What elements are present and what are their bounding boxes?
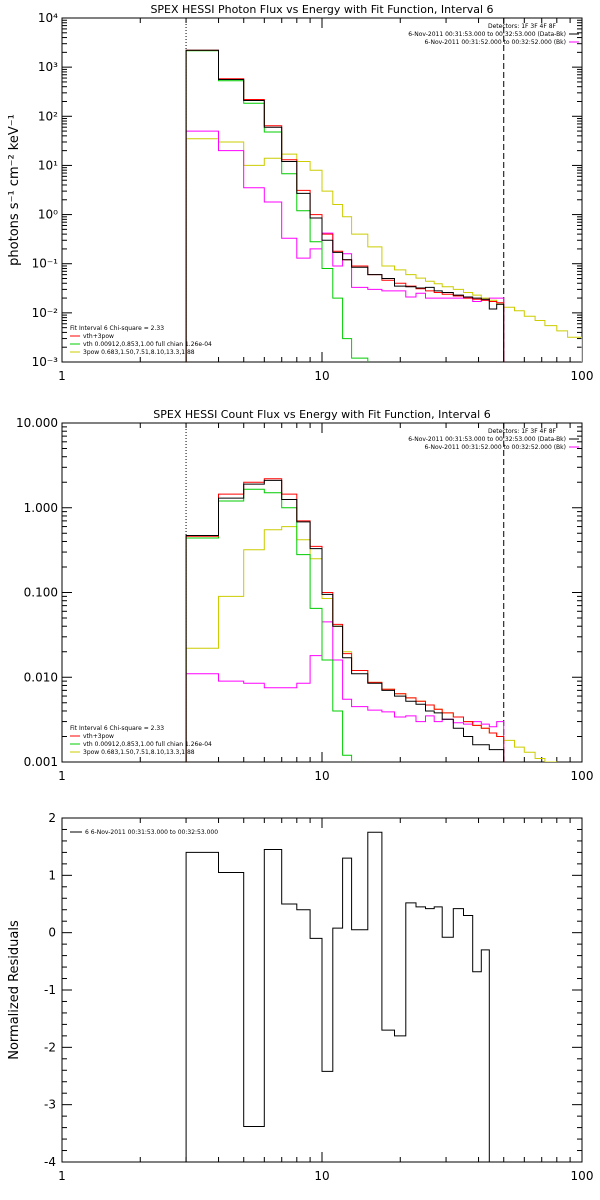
series-line-3pow bbox=[185, 138, 582, 362]
legend-entry: 6-Nov-2011 00:31:53.000 to 00:32:53.000 … bbox=[408, 31, 566, 38]
series-line-6 bbox=[185, 831, 490, 1162]
y-axis-label: photons s⁻¹ cm⁻² keV⁻¹ bbox=[7, 114, 22, 266]
series-line-vth bbox=[185, 488, 353, 762]
x-tick-label: 1 bbox=[58, 1169, 66, 1183]
x-tick-label: 10 bbox=[314, 1169, 329, 1183]
y-axis-label: Normalized Residuals bbox=[7, 920, 22, 1060]
x-tick-label: 10 bbox=[314, 369, 329, 383]
y-tick-label: 10⁴ bbox=[38, 11, 58, 25]
series-line-vth bbox=[185, 50, 369, 362]
y-tick-label: 0.001 bbox=[24, 755, 58, 769]
x-tick-label: 10 bbox=[314, 769, 329, 783]
chart-title: SPEX HESSI Photon Flux vs Energy with Fi… bbox=[150, 3, 493, 16]
y-tick-label: 10⁻¹ bbox=[32, 257, 59, 271]
legend-entry: vth 0.00912,0.853,1.00 full chian 1.26e-… bbox=[83, 741, 212, 748]
legend-chi-square: Fit Interval 6 Chi-square = 2.33 bbox=[70, 725, 164, 732]
series-line-vth-3pow bbox=[185, 49, 505, 362]
legend-entry: vth+3pow bbox=[83, 733, 114, 740]
legend-detectors: Detectors: 1F 3F 4F 8F bbox=[488, 428, 557, 435]
legend-entry: 6-Nov-2011 00:31:53.000 to 00:32:53.000 … bbox=[408, 436, 566, 443]
y-tick-label: 10.000 bbox=[16, 416, 58, 430]
y-tick-label: 10⁻² bbox=[32, 306, 59, 320]
x-tick-label: 100 bbox=[571, 1169, 594, 1183]
y-tick-label: 1 bbox=[48, 868, 56, 882]
y-tick-label: 0.100 bbox=[24, 586, 58, 600]
y-tick-label: 0.010 bbox=[24, 670, 58, 684]
y-tick-label: 10⁻³ bbox=[32, 355, 59, 369]
legend-entry: vth 0.00912,0.853,1.00 full chian 1.26e-… bbox=[83, 341, 212, 348]
chart-panel-1: SPEX HESSI Photon Flux vs Energy with Fi… bbox=[7, 3, 593, 383]
y-tick-label: 10⁰ bbox=[38, 208, 58, 222]
legend-entry: 3pow 0.683,1.50,7.51,8.10,13.3,1.88 bbox=[83, 349, 195, 356]
legend-detectors: Detectors: 1F 3F 4F 8F bbox=[488, 23, 557, 30]
chart-title: SPEX HESSI Count Flux vs Energy with Fit… bbox=[153, 408, 490, 421]
chart-panel-3: 1 10 100 -4 -3 -2 -1 0 1 2 Normalized Residuals 6 6… bbox=[7, 811, 593, 1183]
y-tick-label: -3 bbox=[44, 1098, 56, 1112]
series-line-Data-Bk bbox=[185, 49, 505, 362]
x-tick-label: 1 bbox=[58, 369, 66, 383]
y-tick-label: -4 bbox=[44, 1155, 56, 1169]
series-line-3pow bbox=[185, 526, 558, 762]
series-line-Data-Bk bbox=[185, 479, 505, 762]
legend-entry: 3pow 0.683,1.50,7.51,8.10,13.3,1.88 bbox=[83, 749, 195, 756]
y-tick-label: 10¹ bbox=[38, 158, 58, 172]
y-tick-label: 1.000 bbox=[24, 501, 58, 515]
x-tick-label: 1 bbox=[58, 769, 66, 783]
y-tick-label: 10³ bbox=[38, 60, 58, 74]
x-tick-label: 100 bbox=[571, 769, 594, 783]
legend-entry: 6-Nov-2011 00:31:52.000 to 00:32:52.000 … bbox=[424, 39, 566, 46]
legend-entry: vth+3pow bbox=[83, 333, 114, 340]
y-tick-label: -2 bbox=[44, 1040, 56, 1054]
series-line-Bk bbox=[185, 130, 505, 362]
series-line-Bk bbox=[185, 621, 505, 762]
y-tick-label: -1 bbox=[44, 983, 56, 997]
legend-entry: 6 6-Nov-2011 00:31:53.000 to 00:32:53.00… bbox=[85, 829, 218, 836]
y-tick-label: 0 bbox=[48, 926, 56, 940]
legend-chi-square: Fit Interval 6 Chi-square = 2.33 bbox=[70, 325, 164, 332]
x-tick-label: 100 bbox=[571, 369, 594, 383]
y-tick-label: 10² bbox=[38, 109, 58, 123]
y-tick-label: 2 bbox=[48, 811, 56, 825]
chart-panel-2: SPEX HESSI Count Flux vs Energy with Fit… bbox=[16, 408, 593, 783]
series-line-vth-3pow bbox=[185, 478, 505, 762]
legend-entry: 6-Nov-2011 00:31:52.000 to 00:32:52.000 … bbox=[424, 444, 566, 451]
